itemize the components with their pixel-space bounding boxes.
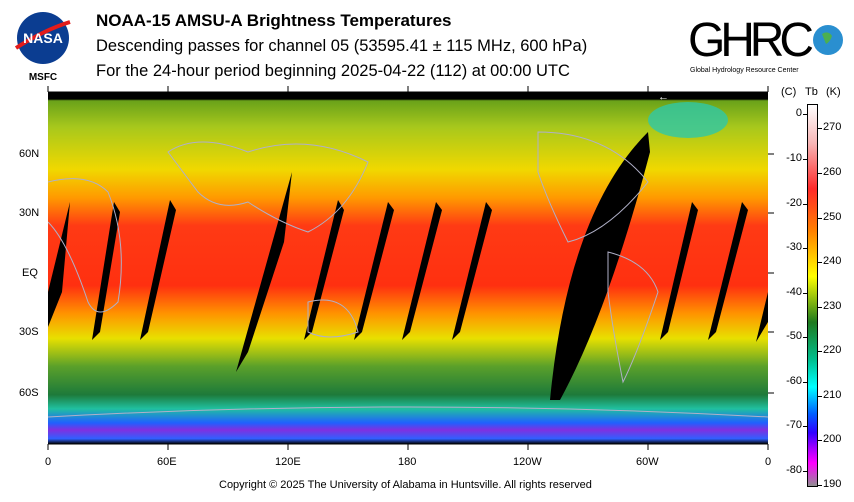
lon-label: 0: [765, 456, 772, 468]
celsius-tick: [803, 159, 807, 160]
celsius-tick: [803, 470, 807, 472]
kelvin-tick: [818, 217, 822, 219]
swath-gap: [452, 202, 492, 340]
celsius-tick: [803, 114, 807, 116]
brightness-temperature-map: ←: [48, 92, 768, 444]
kelvin-tick: [818, 306, 822, 308]
copyright: Copyright © 2025 The University of Alaba…: [219, 479, 592, 491]
swath-gap: [48, 202, 70, 327]
celsius-tick-label: -30: [786, 241, 802, 254]
svg-text:GHRC: GHRC: [688, 14, 814, 67]
celsius-tick-label: -60: [786, 374, 802, 387]
kelvin-tick: [818, 262, 822, 264]
celsius-tick-label: -40: [786, 285, 802, 298]
colorbar-header-tb: Tb: [805, 86, 818, 98]
lon-label: 180: [398, 456, 417, 468]
kelvin-tick-label: 240: [823, 255, 842, 268]
swath-gap: [140, 200, 176, 340]
chart-period: For the 24-hour period beginning 2025-04…: [96, 62, 570, 80]
colorbar-header-celsius: (C): [781, 86, 797, 98]
lon-label: 60W: [636, 456, 659, 468]
coastlines: [48, 131, 768, 418]
ghrc-logo: GHRC Global Hydrology Resource Center: [688, 14, 843, 74]
lat-label: 30S: [19, 326, 39, 338]
kelvin-tick-label: 210: [823, 388, 842, 401]
chart-subtitle: Descending passes for channel 05 (53595.…: [96, 37, 588, 55]
kelvin-tick: [818, 484, 822, 486]
celsius-tick: [803, 248, 807, 250]
kelvin-tick-label: 230: [823, 299, 842, 312]
swath-gap: [236, 172, 292, 372]
kelvin-tick-label: 220: [823, 344, 842, 357]
swath-gap: [92, 202, 120, 340]
celsius-tick-label: -20: [786, 196, 802, 209]
kelvin-tick: [818, 440, 822, 442]
swath-gap: [354, 202, 394, 340]
celsius-tick: [803, 381, 807, 383]
celsius-tick: [803, 203, 807, 205]
lon-label: 120E: [275, 456, 301, 468]
lat-label: 30N: [19, 207, 40, 219]
celsius-tick-label: -70: [786, 419, 802, 432]
lat-label: EQ: [22, 267, 38, 279]
kelvin-tick: [818, 173, 822, 175]
svg-text:NASA: NASA: [23, 30, 63, 46]
celsius-tick-label: -50: [786, 330, 802, 343]
date-line-marker: ←: [658, 92, 669, 103]
celsius-tick: [803, 337, 807, 339]
kelvin-tick-label: 260: [823, 166, 842, 179]
greenland-cold-region: [648, 102, 728, 138]
celsius-tick: [803, 292, 807, 294]
colorbar: [807, 104, 818, 487]
celsius-tick-label: -80: [786, 463, 802, 476]
chart-title: NOAA-15 AMSU-A Brightness Temperatures: [96, 11, 452, 30]
swath-gap: [550, 132, 650, 400]
nasa-logo: NASA MSFC: [14, 12, 71, 82]
kelvin-tick-label: 190: [823, 477, 842, 490]
kelvin-tick: [818, 351, 822, 353]
lon-label: 60E: [157, 456, 177, 468]
swath-gap: [402, 202, 442, 340]
celsius-tick: [803, 426, 807, 428]
swath-gap: [660, 202, 698, 340]
celsius-tick-label: -10: [786, 152, 802, 164]
svg-text:MSFC: MSFC: [29, 72, 57, 82]
kelvin-tick: [818, 395, 822, 397]
colorbar-header-kelvin: (K): [826, 86, 841, 98]
data-gap-swaths: [48, 132, 768, 400]
kelvin-tick-label: 200: [823, 433, 842, 446]
lat-label: 60S: [19, 387, 39, 399]
lon-label: 0: [45, 456, 52, 468]
celsius-tick-label: 0: [795, 107, 802, 120]
svg-text:Global Hydrology Resource Cent: Global Hydrology Resource Center: [690, 67, 799, 74]
swath-gap: [756, 292, 768, 342]
kelvin-tick-label: 270: [823, 121, 842, 134]
kelvin-tick-label: 250: [823, 210, 842, 223]
lat-label: 60N: [19, 148, 40, 160]
lon-label: 120W: [513, 456, 542, 468]
kelvin-tick: [818, 128, 822, 130]
swath-gap: [304, 200, 344, 340]
swath-gap: [708, 202, 748, 340]
